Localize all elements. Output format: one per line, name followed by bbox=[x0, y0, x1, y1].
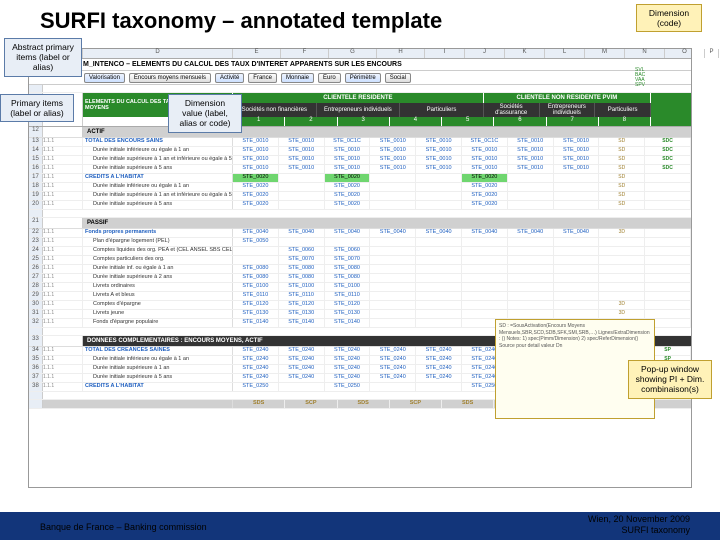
table-row: 271.1.1Durée initiale supérieure à 2 ans… bbox=[29, 274, 691, 283]
section-header: 21PASSIF bbox=[29, 218, 691, 229]
section-header: 12ACTIF bbox=[29, 127, 691, 138]
column-letter: F bbox=[281, 49, 329, 58]
filter-row: Valorisation Encours moyens mensuels Activ… bbox=[29, 71, 691, 85]
table-row: 301.1.1Comptes d'épargneSTE_0120STE_0120… bbox=[29, 301, 691, 310]
header-block: ELEMENTS DU CALCUL DES TAUX APPARENTS MO… bbox=[29, 93, 691, 117]
filter-button[interactable]: Activité bbox=[215, 73, 244, 83]
footer-right: Wien, 20 November 2009 SURFI taxonomy bbox=[588, 514, 690, 536]
header-sub: Sociétés non financières bbox=[233, 103, 317, 117]
column-letter: G bbox=[329, 49, 377, 58]
callout-popup: Pop-up window showing PI + Dim. combinai… bbox=[628, 360, 712, 399]
sheet-body: 1 M_INTENCO – ELEMENTS DU CALCUL DES TAU… bbox=[29, 59, 691, 409]
column-number: 4 bbox=[390, 117, 442, 126]
filter-button[interactable]: Périmètre bbox=[345, 73, 381, 83]
column-number: 7 bbox=[547, 117, 599, 126]
callout-dimension: Dimension (code) bbox=[636, 4, 702, 32]
filter-button[interactable]: France bbox=[248, 73, 277, 83]
header-sub: Entrepreneurs individuels bbox=[317, 103, 401, 117]
column-number-row: 12345678 bbox=[29, 117, 691, 127]
spreadsheet-window[interactable]: ABCDEFGHIJKLMNOPQRSTUV 1 M_INTENCO – ELE… bbox=[28, 48, 692, 488]
filter-button[interactable]: Valorisation bbox=[84, 73, 125, 83]
column-number: 5 bbox=[442, 117, 494, 126]
dimension-codes: SVLBACVAASPV bbox=[635, 68, 691, 88]
header-sub: Entrepreneurs individuels bbox=[540, 103, 596, 117]
table-row: 141.1.1Durée initiale inférieure ou égal… bbox=[29, 147, 691, 156]
filter-button[interactable]: Encours moyens mensuels bbox=[129, 73, 211, 83]
table-row: 231.1.1Plan d'épargne logement (PEL)STE_… bbox=[29, 238, 691, 247]
slide-title: SURFI taxonomy – annotated template bbox=[0, 0, 720, 38]
callout-abstract: Abstract primary items (label or alias) bbox=[4, 38, 82, 77]
footer-date: Wien, 20 November 2009 bbox=[588, 514, 690, 524]
column-number: 2 bbox=[285, 117, 337, 126]
column-number: 3 bbox=[338, 117, 390, 126]
callout-dimvalue: Dimension value (label, alias or code) bbox=[168, 94, 242, 133]
table-row: 191.1.1Durée initiale supérieure à 1 an … bbox=[29, 192, 691, 201]
table-row: 131.1.1TOTAL DES ENCOURS SAINSSTE_0010ST… bbox=[29, 138, 691, 147]
column-number: 8 bbox=[599, 117, 651, 126]
column-number: 6 bbox=[494, 117, 546, 126]
column-letter: E bbox=[233, 49, 281, 58]
column-letter: J bbox=[465, 49, 505, 58]
column-letter: L bbox=[545, 49, 585, 58]
table-row: 221.1.1Fonds propres permanentsSTE_0040S… bbox=[29, 229, 691, 238]
row-number bbox=[29, 85, 43, 92]
filter-button[interactable]: Monnaie bbox=[281, 73, 314, 83]
table-row: 291.1.1Livrets A et bleusSTE_0110STE_011… bbox=[29, 292, 691, 301]
filter-button[interactable]: Social bbox=[385, 73, 411, 83]
table-row: 151.1.1Durée initiale supérieure à 1 an … bbox=[29, 156, 691, 165]
header-group2: CLIENTELE NON RESIDENTE PVIM bbox=[484, 93, 651, 103]
column-letter: I bbox=[425, 49, 465, 58]
table-row: 311.1.1Livrets jeuneSTE_0130STE_0130STE_… bbox=[29, 310, 691, 319]
column-letter: O bbox=[665, 49, 705, 58]
table-row: 161.1.1Durée initiale supérieure à 5 ans… bbox=[29, 165, 691, 174]
table-row: 241.1.1Comptes liquides des org. PEA et … bbox=[29, 247, 691, 256]
header-group1: CLIENTELE RESIDENTE bbox=[233, 93, 484, 103]
table-row: 181.1.1Durée initiale inférieure ou égal… bbox=[29, 183, 691, 192]
table-row: 251.1.1Comptes particuliers des org.STE_… bbox=[29, 256, 691, 265]
callout-primary: Primary items (label or alias) bbox=[0, 94, 74, 122]
column-letter: M bbox=[585, 49, 625, 58]
table-row: 201.1.1Durée initiale supérieure à 5 ans… bbox=[29, 201, 691, 210]
column-letter: P bbox=[705, 49, 719, 58]
header-sub: Sociétés d'assurance bbox=[484, 103, 540, 117]
sheet-title-row: 1 M_INTENCO – ELEMENTS DU CALCUL DES TAU… bbox=[29, 59, 691, 71]
sheet-title: M_INTENCO – ELEMENTS DU CALCUL DES TAUX … bbox=[43, 61, 691, 68]
header-sub: Particuliers bbox=[400, 103, 484, 117]
table-row: 171.1.1CREDITS A L'HABITATSTE_0020STE_00… bbox=[29, 174, 691, 183]
column-letter: K bbox=[505, 49, 545, 58]
table-row: 281.1.1Livrets ordinairesSTE_0100STE_010… bbox=[29, 283, 691, 292]
footer-left: Banque de France – Banking commission bbox=[40, 522, 207, 532]
header-sub: Particuliers bbox=[595, 103, 651, 117]
filter-button[interactable]: Euro bbox=[318, 73, 341, 83]
column-letters-row: ABCDEFGHIJKLMNOPQRSTUV bbox=[29, 49, 691, 59]
column-letter: N bbox=[625, 49, 665, 58]
column-letter: H bbox=[377, 49, 425, 58]
column-letter: D bbox=[83, 49, 233, 58]
footer-subtitle: SURFI taxonomy bbox=[621, 525, 690, 535]
table-row: 261.1.1Durée initiale inf. ou égale à 1 … bbox=[29, 265, 691, 274]
